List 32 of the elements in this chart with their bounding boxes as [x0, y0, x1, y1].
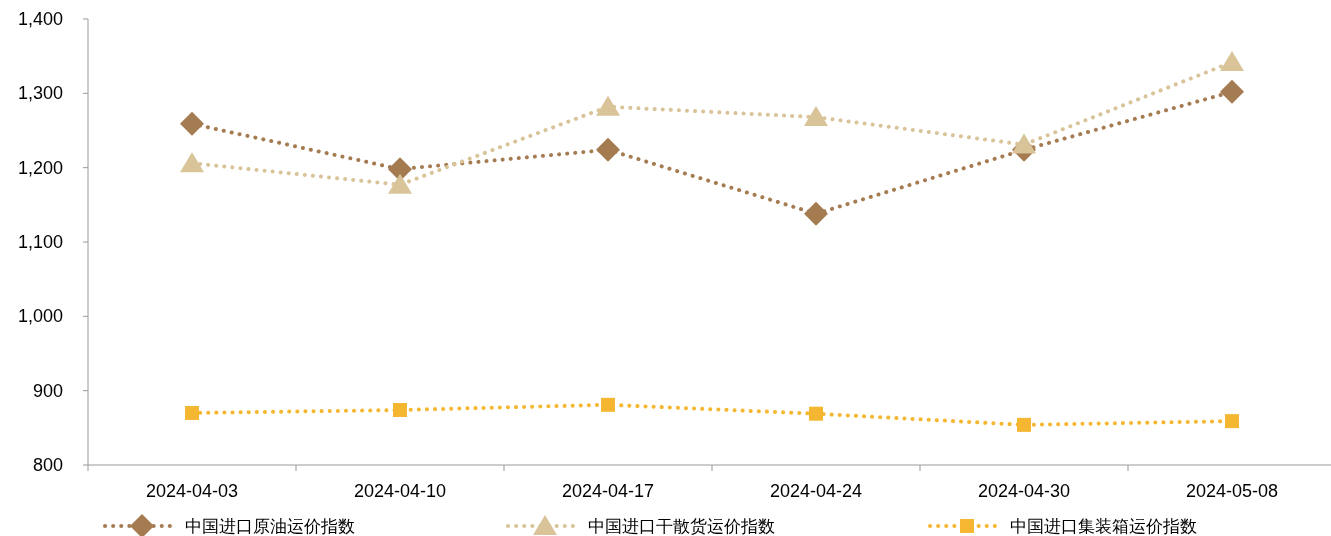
x-tick-label: 2024-04-30 [977, 481, 1071, 501]
point [596, 137, 620, 162]
legend-label: 中国进口干散货运价指数 [588, 517, 775, 536]
legend-label: 中国进口集装箱运价指数 [1010, 517, 1197, 536]
point [1017, 417, 1031, 432]
y-tick-label: 1,200 [17, 157, 63, 178]
point [804, 106, 828, 127]
y-tick-label: 1,000 [17, 306, 63, 327]
y-tick-label: 900 [32, 380, 63, 401]
point [804, 201, 828, 226]
point [393, 402, 407, 417]
point [1220, 79, 1244, 104]
x-tick-label: 2024-05-08 [1185, 481, 1279, 501]
point [1220, 51, 1244, 72]
legend-label: 中国进口原油运价指数 [185, 517, 355, 536]
point [1225, 414, 1239, 429]
point [388, 173, 412, 194]
y-tick-label: 1,400 [17, 9, 63, 29]
point [185, 405, 199, 420]
y-tick-label: 1,300 [17, 83, 63, 104]
y-tick-label: 1,100 [17, 232, 63, 252]
point [596, 95, 620, 116]
x-tick-label: 2024-04-17 [561, 481, 655, 501]
point [180, 111, 204, 136]
x-tick-label: 2024-04-03 [145, 481, 239, 501]
x-tick-label: 2024-04-24 [769, 481, 863, 501]
point [1012, 133, 1036, 154]
x-tick-label: 2024-04-10 [353, 481, 447, 501]
y-tick-label: 800 [32, 455, 63, 475]
point [180, 152, 204, 173]
point [601, 397, 615, 412]
point [809, 406, 823, 421]
